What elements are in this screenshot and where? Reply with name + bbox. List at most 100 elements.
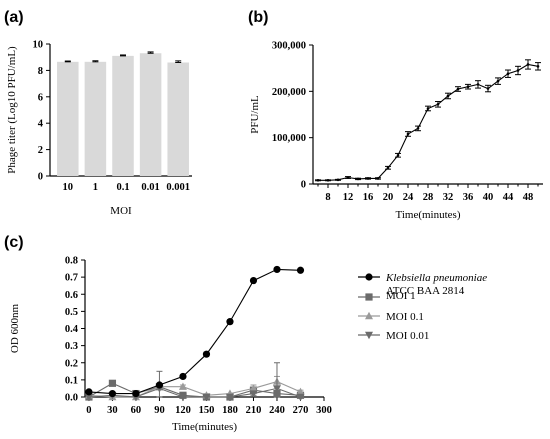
- y-axis-title: OD 600nm: [9, 303, 21, 353]
- x-axis-title: Time(minutes): [172, 421, 237, 433]
- data-point-0: [179, 372, 187, 381]
- x-tick-label: 20: [383, 192, 394, 203]
- y-tick-label: 0: [301, 180, 306, 191]
- bar: [112, 55, 134, 176]
- panel-c: (c) 0.0 0.1 0.2 0.3 0.4 0.5 0.6 0.7 0.8 0 30 60 90 120…: [4, 234, 332, 433]
- x-tick-label: 48: [523, 192, 534, 203]
- x-tick-label: 28: [423, 192, 434, 203]
- data-point-3: [178, 393, 187, 402]
- y-tick-label: 100,000: [272, 133, 306, 144]
- data-point-3: [296, 393, 305, 402]
- data-point: [386, 166, 390, 170]
- data-point: [456, 87, 460, 91]
- data-point: [316, 178, 320, 182]
- data-point-0: [226, 318, 234, 326]
- data-point-3: [249, 390, 258, 398]
- data-point: [506, 72, 510, 76]
- y-tick-label: 0.5: [65, 307, 78, 318]
- x-tick-label: 210: [246, 405, 262, 416]
- x-tick-label: 30: [107, 405, 118, 416]
- data-point: [516, 69, 520, 72]
- series-line-3: [88, 387, 301, 398]
- panel-a: (a) 0 2 4 6 8 10 10 1 0.1 0.01 0.001 MOI Phage titer …: [4, 9, 192, 217]
- series-line-1: [88, 382, 301, 398]
- y-tick-label: 6: [38, 92, 43, 103]
- legend-marker: [365, 331, 373, 340]
- legend-label-line2: ATCC BAA 2814: [386, 285, 465, 297]
- y-tick-label: 0.2: [65, 358, 78, 369]
- data-point: [396, 153, 400, 157]
- panel-label: (c): [4, 234, 24, 251]
- y-tick-label: 8: [38, 66, 43, 77]
- x-tick-label: 12: [343, 192, 354, 203]
- data-point-0: [249, 276, 258, 285]
- data-point-2: [296, 387, 305, 396]
- data-point: [526, 63, 530, 66]
- x-tick-label: 0.01: [141, 182, 159, 193]
- y-tick-label: 200,000: [272, 87, 306, 98]
- x-tick-label: 150: [199, 405, 215, 416]
- data-point-2: [249, 384, 258, 392]
- y-tick-label: 0.0: [65, 393, 78, 404]
- data-point: [536, 65, 540, 68]
- x-tick-label: 90: [154, 405, 165, 416]
- x-tick-label: 120: [175, 405, 191, 416]
- x-tick-label: 32: [443, 192, 454, 203]
- y-tick-label: 0.3: [65, 341, 78, 352]
- x-tick-label: 44: [503, 192, 514, 203]
- panel-label: (a): [4, 9, 24, 26]
- y-tick-label: 10: [33, 40, 44, 51]
- legend-label: MOI 0.01: [386, 330, 429, 342]
- data-point: [436, 103, 440, 106]
- data-point-3: [202, 393, 211, 402]
- y-tick-label: 0.6: [65, 290, 78, 301]
- data-point-3: [84, 393, 93, 402]
- x-tick-label: 0.1: [116, 182, 129, 193]
- x-tick-label: 8: [325, 192, 330, 203]
- y-tick-label: 300,000: [272, 41, 306, 52]
- data-point-0: [155, 381, 164, 389]
- x-tick-label: 1: [93, 182, 98, 193]
- data-point-0: [202, 350, 211, 358]
- panel-b: (b) 0 100,000 200,000 300,000 8 12 16 20 24 28 32 36…: [248, 9, 543, 221]
- data-point: [466, 85, 470, 88]
- y-tick-label: 0.1: [65, 375, 78, 386]
- x-tick-label: 270: [293, 405, 309, 416]
- x-tick-label: 0.001: [166, 182, 190, 193]
- series-line-2: [88, 381, 301, 398]
- x-axis-title: MOI: [110, 205, 132, 217]
- data-point-0: [296, 266, 305, 274]
- series-line: [318, 63, 539, 181]
- data-point: [366, 177, 370, 180]
- bar: [139, 53, 162, 176]
- x-axis-title: Time(minutes): [396, 209, 461, 221]
- data-point: [476, 83, 480, 86]
- data-point: [446, 94, 450, 98]
- y-tick-label: 0.4: [65, 324, 79, 335]
- y-axis-title: PFU/mL: [249, 95, 261, 134]
- y-tick-label: 0.8: [65, 256, 78, 267]
- y-tick-label: 4: [38, 119, 44, 130]
- legend-label: Klebsiella pneumoniae: [385, 272, 487, 284]
- panel-label: (b): [248, 9, 268, 26]
- data-point-1: [108, 379, 117, 387]
- y-tick-label: 0.7: [65, 273, 78, 284]
- data-point: [486, 87, 490, 90]
- y-tick-label: 2: [38, 145, 43, 156]
- data-point-2: [178, 382, 187, 390]
- data-point: [356, 177, 360, 181]
- x-tick-label: 180: [222, 405, 238, 416]
- data-point: [416, 127, 420, 130]
- bar: [84, 61, 107, 176]
- legend-label: MOI 1: [386, 290, 416, 302]
- bar: [57, 61, 79, 176]
- legend-marker: [365, 311, 373, 320]
- x-tick-label: 36: [463, 192, 474, 203]
- x-tick-label: 0: [86, 405, 91, 416]
- data-point-3: [272, 385, 281, 393]
- data-point: [336, 178, 340, 182]
- x-tick-label: 60: [131, 405, 142, 416]
- y-axis-title: Phage titer (Log10 PFU/mL): [6, 46, 18, 174]
- data-point-0: [132, 389, 140, 398]
